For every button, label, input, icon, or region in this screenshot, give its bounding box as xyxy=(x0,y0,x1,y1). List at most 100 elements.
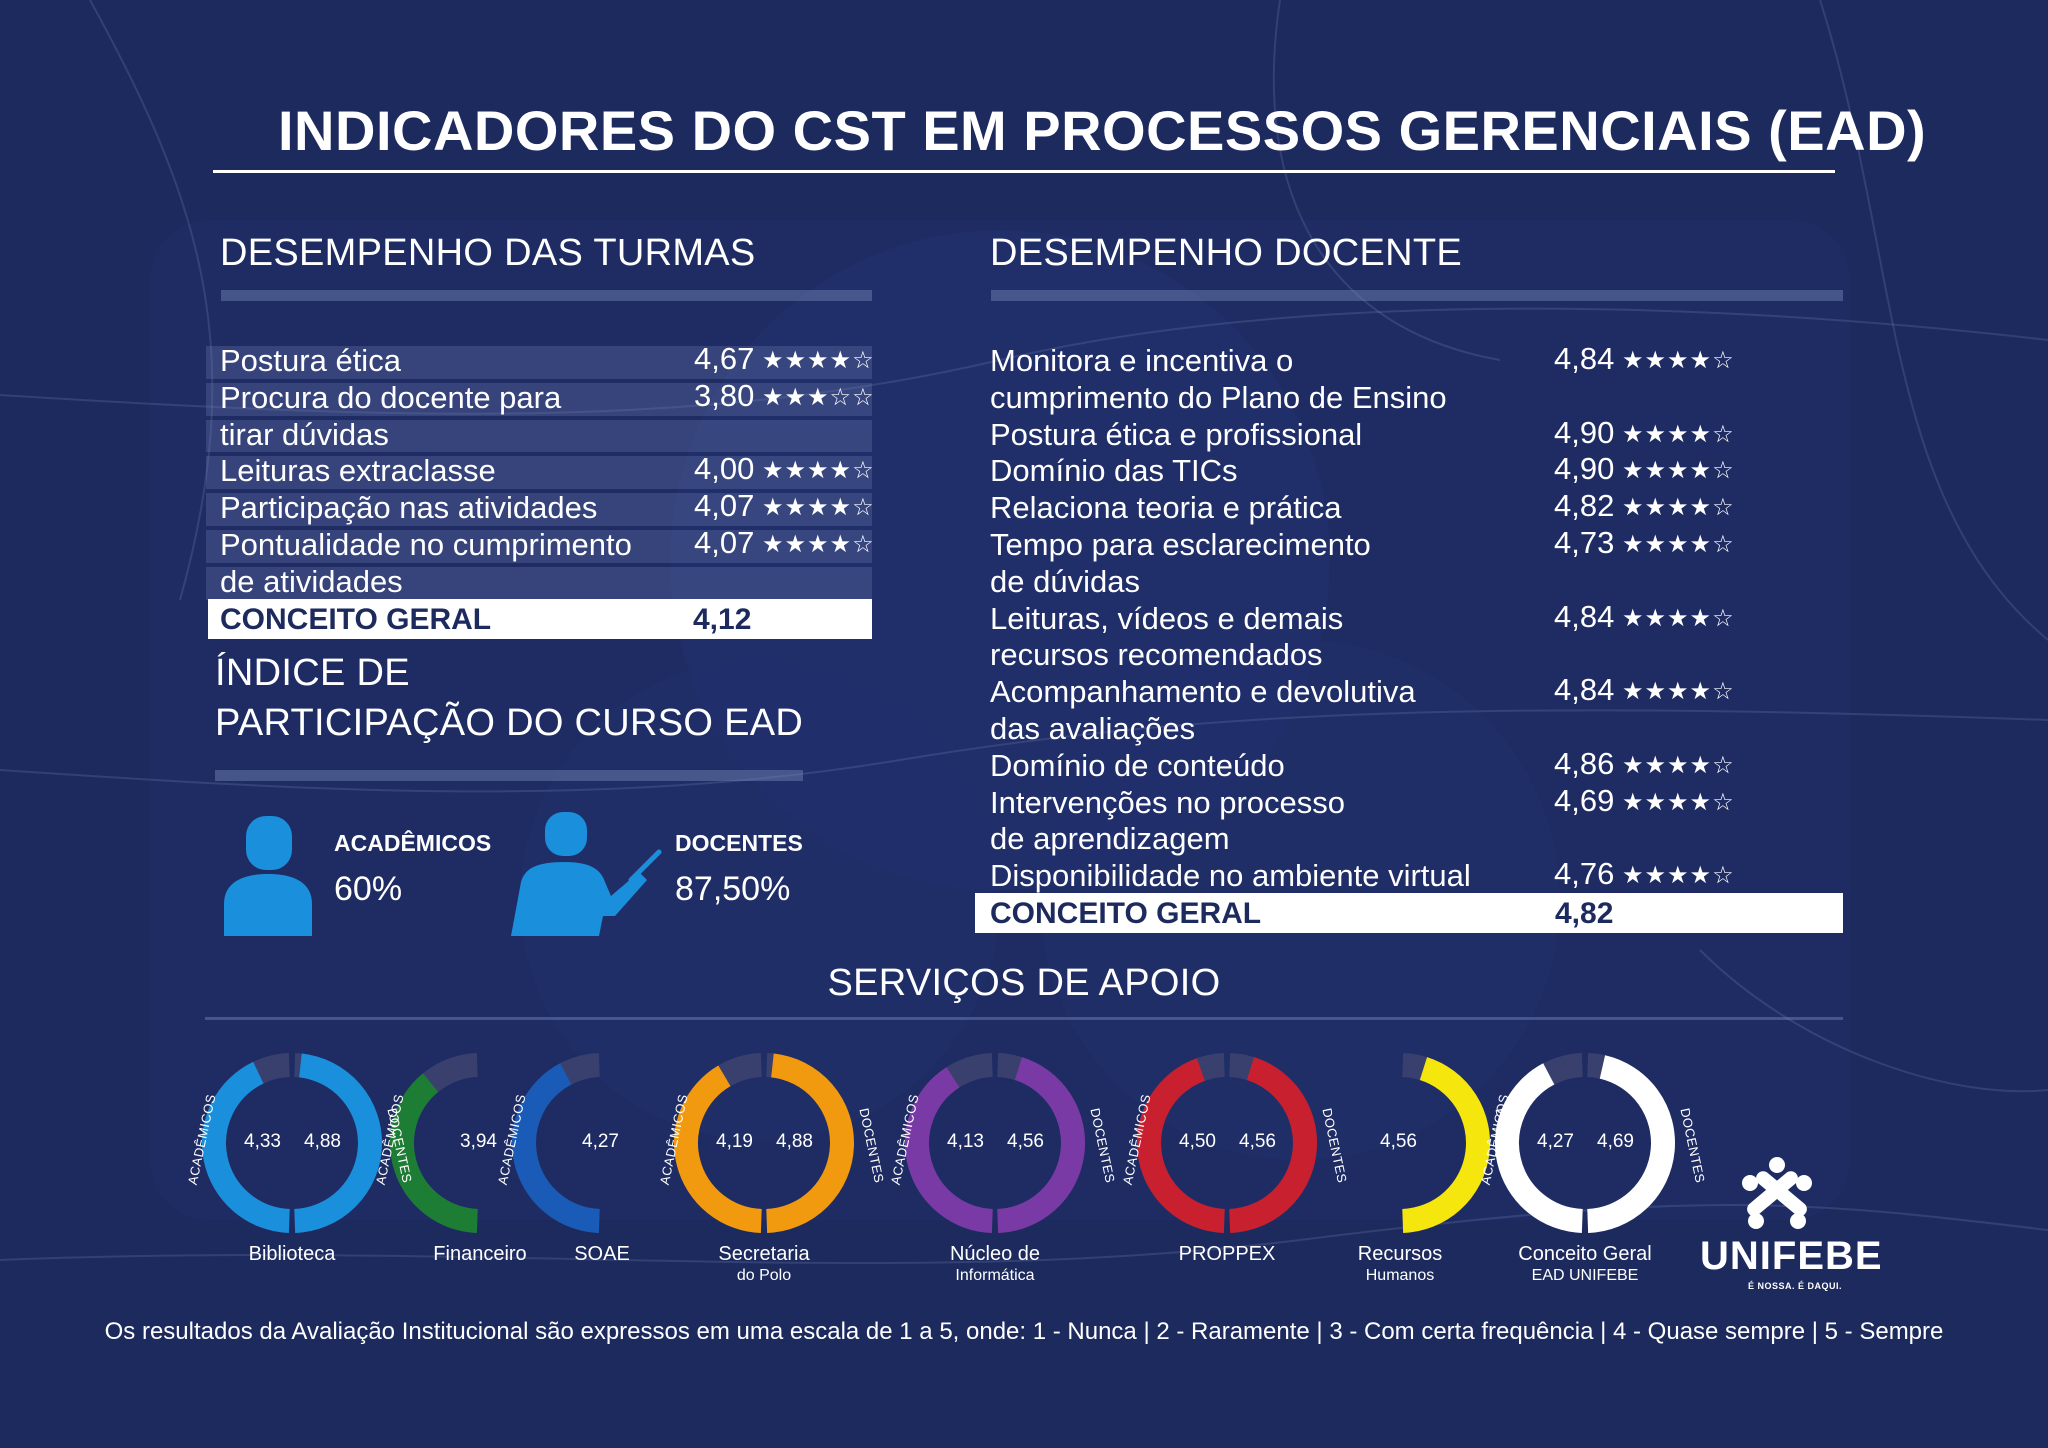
docente-row: Leituras, vídeos e demais recursos recome… xyxy=(978,598,1838,676)
donut-value-docentes: 4,88 xyxy=(304,1131,341,1152)
docente-row-label: cumprimento do Plano de Ensino xyxy=(990,379,1447,415)
star-rating-icon: ★★★★☆ xyxy=(1622,494,1735,522)
donut-conceito xyxy=(1495,1053,1675,1233)
donut-caption: PROPPEX xyxy=(1178,1243,1276,1265)
donut-secretaria xyxy=(674,1053,854,1233)
teacher-icon xyxy=(511,812,662,936)
donut-caption-sub: Informática xyxy=(955,1267,1035,1284)
row-stripe xyxy=(206,382,872,416)
docente-row-score: 4,90 xyxy=(1554,451,1615,487)
donut-recursos xyxy=(1401,1053,1490,1233)
star-rating-icon: ★★★★☆ xyxy=(762,457,875,485)
donut-arc-academicos xyxy=(202,1061,291,1233)
docente-row-label: Tempo para esclarecimento xyxy=(990,527,1371,562)
donut-caption: SOAE xyxy=(574,1243,630,1265)
turmas-row-score: 4,07 xyxy=(694,488,755,524)
star-rating-icon: ★★★★☆ xyxy=(762,494,875,522)
docente-row-score: 4,69 xyxy=(1554,782,1615,818)
participacao-divider xyxy=(215,770,803,781)
docente-section-divider xyxy=(991,290,1843,301)
docente-row-label: de aprendizagem xyxy=(990,821,1230,857)
turmas-row-score: 4,00 xyxy=(694,451,755,487)
docente-row: Disponibilidade no ambiente virtual 4,76 ★… xyxy=(978,856,1838,896)
star-rating-icon: ★★★★☆ xyxy=(1622,604,1735,632)
docente-row-score: 4,86 xyxy=(1554,745,1615,781)
donut-value-academicos: 4,33 xyxy=(244,1131,281,1152)
docente-row-label: Intervenções no processo xyxy=(990,784,1345,820)
docente-row-score: 4,84 xyxy=(1554,598,1615,634)
title-divider xyxy=(213,170,1835,173)
donut-caption-sub: Humanos xyxy=(1365,1267,1435,1284)
donut-value-academicos: 3,94 xyxy=(460,1131,497,1152)
donut-caption-sub: EAD UNIFEBE xyxy=(1531,1267,1639,1284)
star-rating-icon: ★★★☆☆ xyxy=(762,383,875,411)
donut-arc-academicos xyxy=(674,1065,763,1233)
donut-value-academicos: 4,27 xyxy=(1537,1131,1574,1152)
turmas-total-row: CONCEITO GERAL 4,12 xyxy=(208,599,872,639)
donut-value-academicos: 4,19 xyxy=(716,1131,753,1152)
docente-row-score: 4,73 xyxy=(1554,525,1615,560)
docente-row: Relaciona teoria e prática 4,82 ★★★★☆ xyxy=(978,488,1838,528)
donut-value-academicos: 4,50 xyxy=(1179,1131,1216,1152)
star-rating-icon: ★★★★☆ xyxy=(1622,347,1735,374)
brand-name: UNIFEBE xyxy=(1700,1234,1883,1278)
row-stripe xyxy=(206,566,872,600)
donut-arc-docentes xyxy=(1586,1055,1675,1233)
donut-arc-docentes xyxy=(1401,1057,1490,1233)
turmas-row-label: Leituras extraclasse xyxy=(220,453,496,489)
turmas-row: Postura ética 4,67 ★★★★☆ xyxy=(206,341,875,381)
donut-arc-docentes xyxy=(1228,1057,1317,1233)
docente-row: Postura ética e profissional 4,90 ★★★★☆ xyxy=(978,414,1838,455)
docente-row: Monitora e incentiva o cumprimento do Pla… xyxy=(978,341,1838,418)
turmas-row-label: Participação nas atividades xyxy=(220,490,598,526)
docente-row-label: Disponibilidade no ambiente virtual xyxy=(990,858,1471,894)
turmas-row: Pontualidade no cumprimento de atividades… xyxy=(206,525,874,602)
docente-row: Domínio das TICs 4,90 ★★★★☆ xyxy=(978,451,1838,491)
donut-arc-docentes xyxy=(765,1053,854,1233)
row-stripe xyxy=(206,456,872,490)
star-rating-icon: ★★★★☆ xyxy=(1622,788,1735,816)
star-rating-icon: ★★★★☆ xyxy=(1622,420,1735,448)
donut-caption: Núcleo de xyxy=(949,1243,1041,1265)
docente-row-label: recursos recomendados xyxy=(990,637,1323,673)
turmas-row-label: Procura do docente para xyxy=(220,379,562,415)
turmas-row-score: 4,67 xyxy=(694,341,755,376)
docente-section-title: DESEMPENHO DOCENTE xyxy=(990,232,1463,274)
star-rating-icon: ★★★★☆ xyxy=(1622,678,1735,706)
row-stripe xyxy=(206,530,872,563)
donut-value-docentes: 4,88 xyxy=(776,1131,813,1152)
turmas-row-score: 4,07 xyxy=(694,525,755,560)
turmas-row-label: de atividades xyxy=(220,563,403,599)
docente-row: Acompanhamento e devolutiva das avaliaçõe… xyxy=(978,672,1838,749)
donut-nucleo xyxy=(905,1053,1085,1233)
donut-caption: Biblioteca xyxy=(248,1243,336,1265)
participacao-title-line1: ÍNDICE DE xyxy=(215,652,410,694)
docente-total-label: CONCEITO GERAL xyxy=(990,897,1262,930)
docente-row-label: Monitora e incentiva o xyxy=(990,343,1294,378)
docente-row-score: 4,90 xyxy=(1554,414,1615,450)
donut-caption: Financeiro xyxy=(433,1243,527,1265)
star-rating-icon: ★★★★☆ xyxy=(1622,531,1735,558)
docente-row: Intervenções no processo de aprendizagem 4… xyxy=(978,782,1838,860)
donut-caption: Conceito Geral xyxy=(1518,1243,1652,1265)
donut-value-docentes: 4,56 xyxy=(1239,1131,1276,1152)
servicos-divider xyxy=(205,1017,1843,1020)
turmas-total-value: 4,12 xyxy=(693,603,752,636)
docentes-label: DOCENTES xyxy=(675,830,803,856)
donut-soae xyxy=(512,1053,601,1233)
donut-financeiro xyxy=(390,1053,479,1233)
donut-caption: Recursos xyxy=(1357,1243,1443,1265)
star-rating-icon: ★★★★☆ xyxy=(762,347,875,374)
row-stripe xyxy=(206,493,872,526)
academicos-value: 60% xyxy=(334,870,403,908)
turmas-total-label: CONCEITO GERAL xyxy=(220,603,492,636)
docente-row-label: das avaliações xyxy=(990,710,1196,746)
turmas-row-label: Postura ética xyxy=(220,343,401,378)
servicos-section-title: SERVIÇOS DE APOIO xyxy=(827,962,1221,1004)
turmas-row: Procura do docente para tirar dúvidas 3,80… xyxy=(206,378,875,455)
donut-caption: Secretaria xyxy=(718,1243,810,1265)
docente-row-label: Leituras, vídeos e demais xyxy=(990,600,1344,636)
turmas-row-label: Pontualidade no cumprimento xyxy=(220,527,632,562)
docente-row-label: Domínio das TICs xyxy=(990,453,1238,489)
docente-row-score: 4,84 xyxy=(1554,672,1615,708)
